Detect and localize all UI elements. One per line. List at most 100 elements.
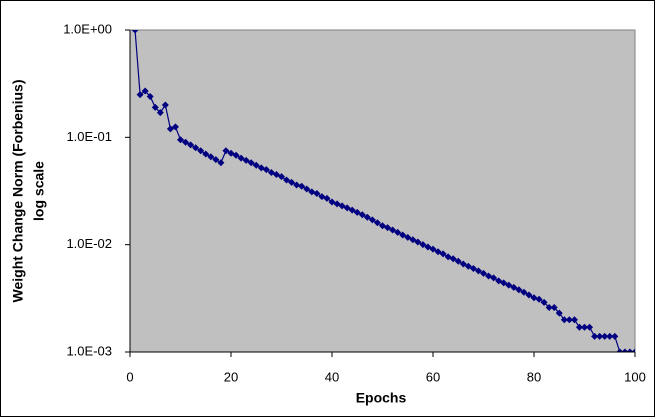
marker [606, 332, 614, 340]
marker [171, 123, 179, 131]
x-axis-title: Epochs [356, 390, 407, 406]
marker [202, 150, 210, 158]
marker [182, 138, 190, 146]
marker [530, 294, 538, 302]
plot-marks [131, 30, 635, 352]
marker [490, 274, 498, 282]
x-tick-label: 40 [325, 369, 339, 384]
marker [565, 316, 573, 324]
marker [611, 332, 619, 340]
marker [454, 257, 462, 265]
marker [207, 153, 215, 161]
marker [222, 147, 230, 155]
marker [363, 213, 371, 221]
marker [591, 332, 599, 340]
x-tick-label: 80 [527, 369, 541, 384]
marker [242, 156, 250, 164]
marker [404, 233, 412, 241]
marker [283, 176, 291, 184]
marker [469, 264, 477, 272]
marker [505, 281, 513, 289]
marker [358, 211, 366, 219]
marker [394, 228, 402, 236]
marker [621, 348, 629, 352]
marker [464, 262, 472, 270]
marker [570, 316, 578, 324]
marker [237, 154, 245, 162]
marker [631, 348, 635, 352]
marker [136, 91, 144, 99]
marker [212, 156, 220, 164]
y-tick-label: 1.0E-02 [66, 236, 112, 251]
marker [399, 231, 407, 239]
marker [278, 173, 285, 181]
marker [368, 216, 376, 224]
marker [515, 286, 523, 294]
marker [389, 226, 397, 234]
marker [560, 316, 568, 324]
marker [308, 188, 316, 196]
marker [586, 323, 594, 331]
marker [323, 194, 331, 202]
marker [217, 159, 225, 167]
x-tick-label: 0 [126, 369, 133, 384]
marker [429, 245, 437, 253]
marker [252, 161, 260, 169]
marker [303, 185, 311, 193]
y-tick-label: 1.0E-01 [66, 129, 112, 144]
marker [298, 182, 306, 190]
x-tick-label: 60 [426, 369, 440, 384]
marker [409, 236, 417, 244]
marker [338, 202, 346, 210]
x-tick-label: 20 [224, 369, 238, 384]
marker [626, 348, 634, 352]
marker [555, 309, 563, 317]
marker [601, 332, 609, 340]
marker [247, 159, 255, 167]
marker [520, 288, 528, 296]
marker [373, 219, 381, 227]
marker [227, 149, 235, 157]
marker [293, 181, 301, 189]
marker [156, 109, 164, 117]
marker [449, 255, 457, 263]
marker [343, 204, 351, 212]
marker [197, 147, 205, 155]
marker [414, 238, 422, 246]
marker [474, 267, 482, 275]
marker [146, 93, 154, 101]
marker [262, 166, 270, 174]
y-axis-subtitle: log scale [31, 161, 47, 221]
marker [161, 101, 169, 109]
marker [459, 260, 467, 268]
marker [131, 30, 139, 34]
marker [333, 200, 341, 208]
y-axis-title: Weight Change Norm (Forbenius) [10, 80, 26, 303]
x-tick-label: 100 [624, 369, 646, 384]
marker [439, 250, 447, 258]
marker [424, 243, 432, 251]
marker [353, 208, 361, 216]
plot-area [129, 29, 636, 353]
marker [384, 224, 392, 232]
marker [348, 206, 356, 214]
marker [480, 269, 487, 277]
marker [535, 295, 543, 303]
marker [151, 103, 159, 111]
marker [500, 279, 508, 287]
marker [232, 151, 240, 159]
marker [616, 348, 624, 352]
y-tick-label: 1.0E+00 [63, 21, 112, 36]
marker [419, 241, 427, 249]
marker [540, 298, 548, 306]
y-tick-label: 1.0E-03 [66, 343, 112, 358]
marker [596, 332, 604, 340]
marker [581, 323, 588, 331]
marker [545, 303, 553, 311]
marker [434, 248, 442, 256]
marker [495, 277, 503, 285]
marker [192, 144, 200, 152]
marker [313, 189, 321, 197]
marker [272, 171, 280, 179]
marker [550, 303, 558, 311]
